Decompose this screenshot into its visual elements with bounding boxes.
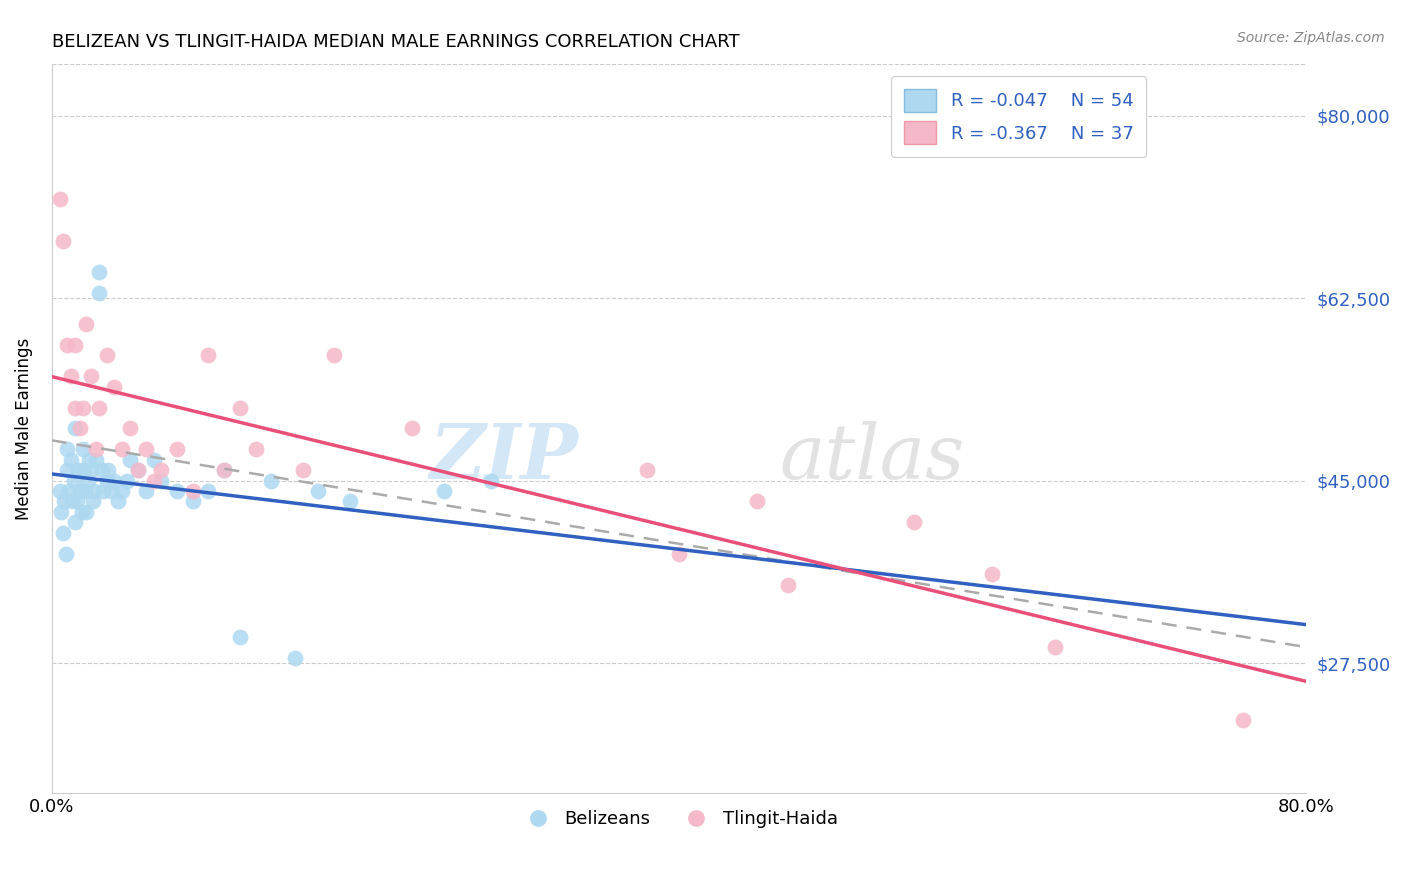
Point (70, 505, 93, 519)
Point (80, 369, 103, 384)
Point (58, 483, 80, 498)
Point (479, 474, 502, 488)
Point (76, 474, 98, 488)
Point (103, 380, 125, 394)
Point (55, 547, 77, 561)
Text: ZIP: ZIP (429, 421, 578, 495)
Point (97, 463, 120, 477)
Point (197, 348, 219, 362)
Point (96, 348, 118, 362)
Y-axis label: Median Male Earnings: Median Male Earnings (15, 337, 32, 519)
Point (120, 452, 142, 467)
Point (181, 494, 204, 508)
Point (52, 525, 75, 540)
Point (65, 401, 87, 415)
Point (83, 483, 105, 498)
Point (62, 474, 84, 488)
Point (127, 463, 149, 477)
Point (80, 463, 103, 477)
Point (48, 483, 70, 498)
Point (103, 474, 125, 488)
Point (73, 483, 96, 498)
Point (778, 578, 800, 592)
Point (48, 192, 70, 206)
Point (166, 483, 188, 498)
Point (150, 474, 173, 488)
Point (52, 234, 75, 248)
Point (72, 463, 94, 477)
Text: BELIZEAN VS TLINGIT-HAIDA MEDIAN MALE EARNINGS CORRELATION CHART: BELIZEAN VS TLINGIT-HAIDA MEDIAN MALE EA… (52, 33, 740, 51)
Point (636, 463, 658, 477)
Point (72, 442, 94, 457)
Point (87, 285, 110, 300)
Point (59, 452, 82, 467)
Point (127, 463, 149, 477)
Point (90, 463, 112, 477)
Point (49, 505, 72, 519)
Point (69, 421, 91, 435)
Text: atlas: atlas (779, 421, 965, 495)
Point (339, 494, 361, 508)
Point (401, 421, 423, 435)
Point (229, 630, 252, 644)
Point (322, 348, 344, 362)
Point (82, 494, 104, 508)
Point (93, 483, 115, 498)
Point (72, 401, 94, 415)
Point (107, 494, 129, 508)
Point (150, 463, 173, 477)
Point (65, 515, 87, 529)
Point (181, 483, 204, 498)
Point (120, 421, 142, 435)
Point (1043, 640, 1066, 655)
Point (79, 452, 101, 467)
Point (135, 442, 157, 457)
Point (245, 442, 267, 457)
Point (212, 463, 235, 477)
Point (56, 338, 79, 352)
Point (212, 463, 235, 477)
Point (65, 421, 87, 435)
Point (1232, 714, 1254, 728)
Point (56, 463, 79, 477)
Point (284, 650, 307, 665)
Point (115, 474, 138, 488)
Point (166, 442, 188, 457)
Point (59, 369, 82, 384)
Point (135, 483, 157, 498)
Point (111, 483, 134, 498)
Point (981, 567, 1004, 582)
Point (84, 452, 107, 467)
Point (87, 401, 110, 415)
Point (96, 474, 118, 488)
Point (75, 317, 97, 331)
Point (84, 442, 107, 457)
Point (307, 483, 329, 498)
Point (56, 442, 79, 457)
Point (432, 483, 454, 498)
Point (65, 338, 87, 352)
Point (53, 494, 76, 508)
Legend: Belizeans, Tlingit-Haida: Belizeans, Tlingit-Haida (512, 803, 845, 836)
Point (903, 515, 925, 529)
Point (75, 505, 97, 519)
Text: Source: ZipAtlas.com: Source: ZipAtlas.com (1237, 31, 1385, 45)
Point (87, 265, 110, 279)
Point (111, 442, 134, 457)
Point (100, 483, 122, 498)
Point (142, 474, 165, 488)
Point (229, 401, 252, 415)
Point (745, 494, 768, 508)
Point (260, 474, 283, 488)
Point (66, 494, 89, 508)
Point (668, 547, 690, 561)
Point (60, 494, 83, 508)
Point (197, 483, 219, 498)
Point (142, 452, 165, 467)
Point (291, 463, 314, 477)
Point (67, 463, 90, 477)
Point (69, 483, 91, 498)
